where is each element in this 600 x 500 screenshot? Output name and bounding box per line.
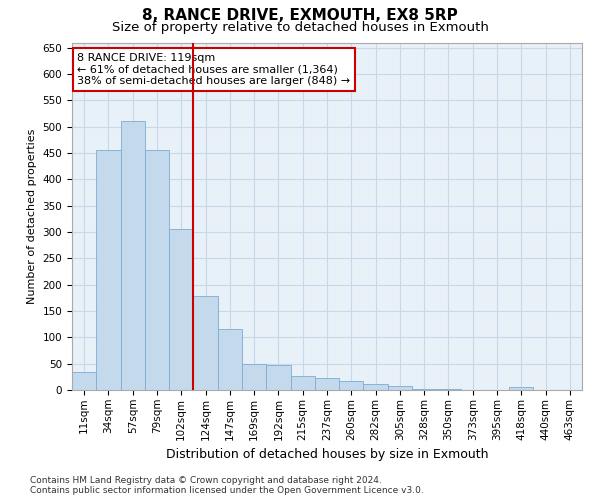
Text: 8, RANCE DRIVE, EXMOUTH, EX8 5RP: 8, RANCE DRIVE, EXMOUTH, EX8 5RP <box>142 8 458 22</box>
X-axis label: Distribution of detached houses by size in Exmouth: Distribution of detached houses by size … <box>166 448 488 461</box>
Bar <box>266 364 290 390</box>
Bar <box>96 150 121 390</box>
Bar <box>339 380 364 390</box>
Bar <box>364 384 388 390</box>
Bar <box>436 389 461 390</box>
Text: Size of property relative to detached houses in Exmouth: Size of property relative to detached ho… <box>112 21 488 34</box>
Bar <box>193 296 218 390</box>
Bar <box>412 389 436 390</box>
Bar <box>121 122 145 390</box>
Bar <box>242 364 266 390</box>
Bar <box>509 388 533 390</box>
Bar <box>72 372 96 390</box>
Y-axis label: Number of detached properties: Number of detached properties <box>27 128 37 304</box>
Bar <box>388 386 412 390</box>
Text: 8 RANCE DRIVE: 119sqm
← 61% of detached houses are smaller (1,364)
38% of semi-d: 8 RANCE DRIVE: 119sqm ← 61% of detached … <box>77 53 350 86</box>
Bar <box>169 230 193 390</box>
Text: Contains HM Land Registry data © Crown copyright and database right 2024.
Contai: Contains HM Land Registry data © Crown c… <box>30 476 424 495</box>
Bar <box>145 150 169 390</box>
Bar <box>218 330 242 390</box>
Bar <box>315 378 339 390</box>
Bar <box>290 376 315 390</box>
